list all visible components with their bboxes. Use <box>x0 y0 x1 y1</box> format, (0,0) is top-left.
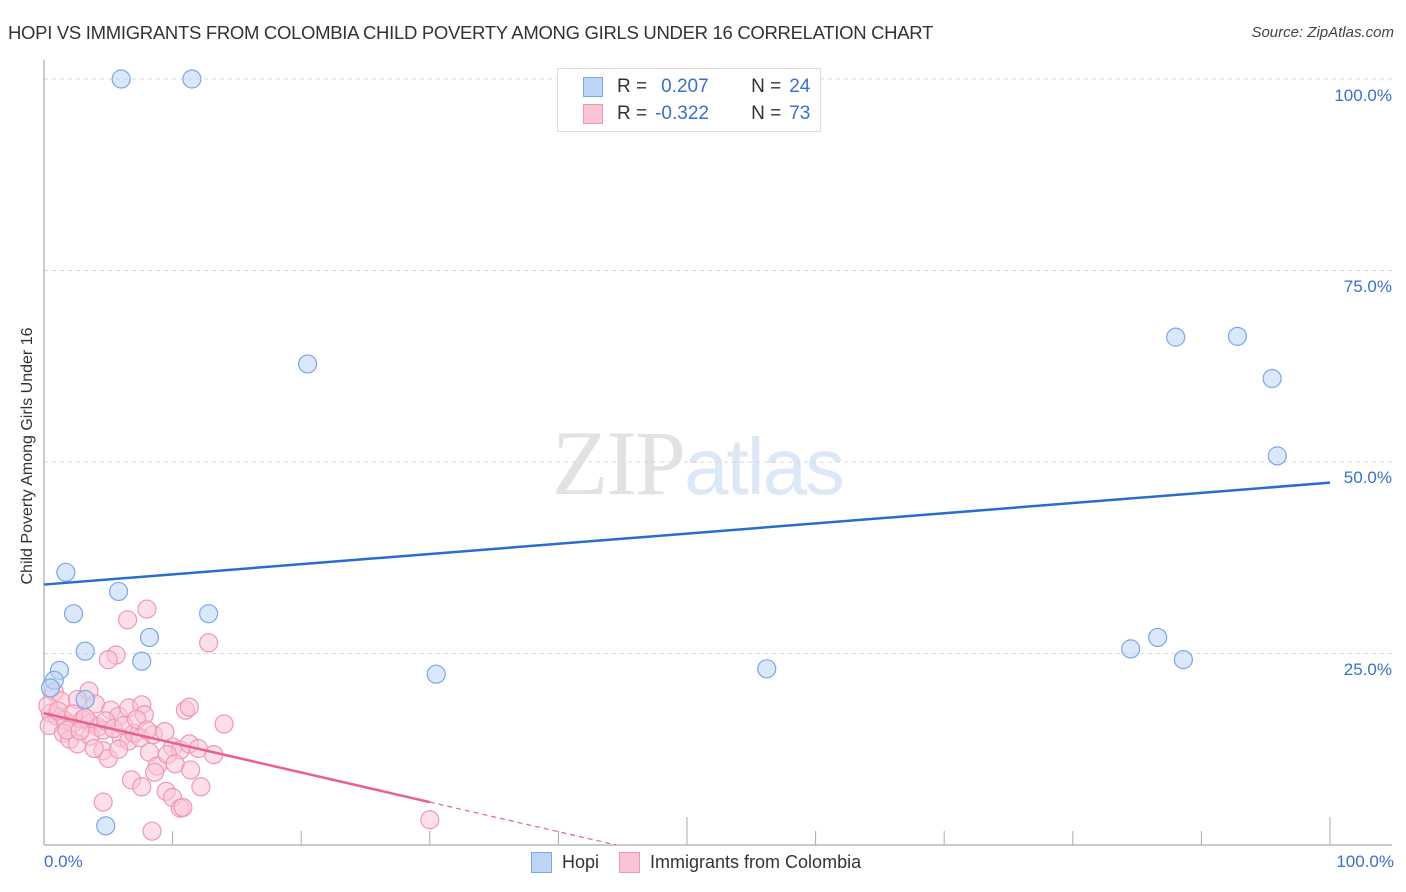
colombia-swatch <box>619 852 641 873</box>
x-tick-100: 100.0% <box>1336 852 1394 871</box>
legend-item-hopi[interactable]: Hopi <box>531 852 599 873</box>
r-label: R = <box>617 103 648 124</box>
y-tick-75: 75.0% <box>1343 277 1392 296</box>
y-tick-100: 100.0% <box>1334 86 1392 105</box>
r-value: 0.207 <box>661 76 709 97</box>
n-value: 24 <box>789 76 811 97</box>
n-value: 73 <box>789 103 811 124</box>
axes <box>43 60 1392 846</box>
series-legend: Hopi Immigrants from Colombia <box>531 852 881 873</box>
hopi-swatch <box>531 852 552 873</box>
x-tick-0: 0.0% <box>44 852 83 871</box>
chart-title: HOPI VS IMMIGRANTS FROM COLOMBIA CHILD P… <box>8 22 934 43</box>
trend-lines <box>43 481 1331 846</box>
y-tick-25: 25.0% <box>1343 660 1392 679</box>
n-label: N = <box>751 76 782 97</box>
watermark: ZIPatlas <box>552 410 845 516</box>
stats-row-colombia: R = -0.322 N = 73 <box>583 102 810 126</box>
colombia-swatch <box>583 104 603 124</box>
y-tick-50: 50.0% <box>1343 468 1392 487</box>
legend-label: Immigrants from Colombia <box>650 852 862 872</box>
stats-legend: R = 0.207 N = 24 R = -0.322 N = 73 <box>557 68 821 132</box>
legend-label: Hopi <box>562 852 600 872</box>
hopi-points <box>40 69 1287 836</box>
source-label: Source: ZipAtlas.com <box>1251 24 1394 41</box>
watermark-atlas: atlas <box>684 422 845 511</box>
watermark-zip: ZIP <box>552 412 686 514</box>
hopi-swatch <box>583 77 603 97</box>
r-label: R = <box>617 76 648 97</box>
n-label: N = <box>751 103 782 124</box>
colombia-points <box>38 599 440 841</box>
stats-row-hopi: R = 0.207 N = 24 <box>583 75 810 99</box>
legend-item-colombia[interactable]: Immigrants from Colombia <box>619 852 861 873</box>
r-value: -0.322 <box>655 103 709 124</box>
